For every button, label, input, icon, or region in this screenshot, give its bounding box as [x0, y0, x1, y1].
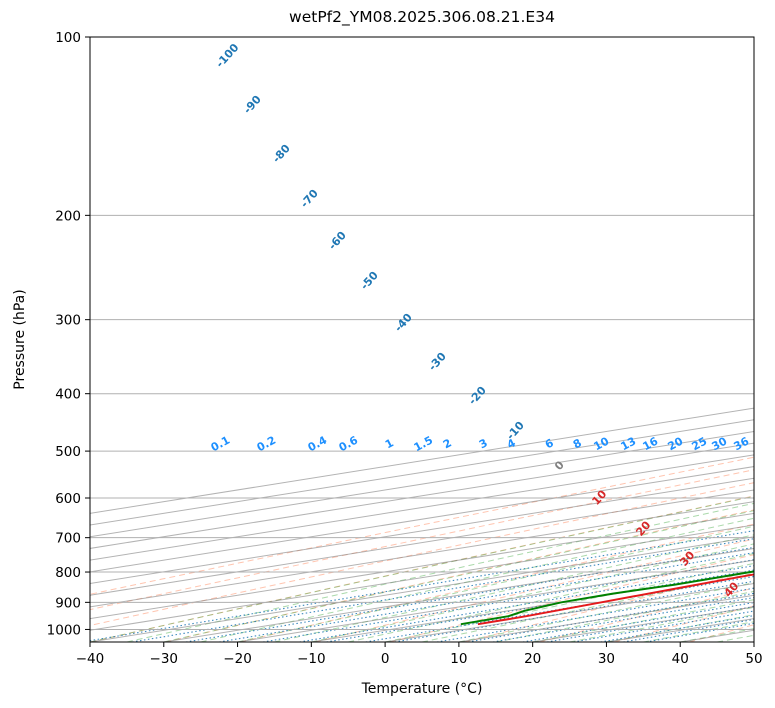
y-tick-label: 800 — [55, 565, 81, 581]
y-tick-label: 700 — [55, 531, 81, 547]
mixing-ratio-line — [90, 530, 754, 642]
mixing-ratio-label: 36 — [732, 434, 752, 453]
plot-frame — [89, 36, 755, 643]
plot-background — [90, 37, 754, 642]
isotherm-line — [90, 466, 754, 573]
moist-adiabat-line — [753, 641, 754, 642]
isotherm-line — [90, 442, 754, 549]
y-axis-label: Pressure (hPa) — [12, 289, 28, 389]
y-tick-label: 900 — [55, 595, 81, 611]
mixing-ratio-line — [219, 552, 754, 642]
mixing-ratio-line — [522, 601, 754, 642]
mixing-ratio-label: 25 — [690, 435, 710, 454]
isotherm-line — [753, 641, 754, 642]
chart-title: wetPf2_YM08.2025.306.08.21.E34 — [289, 8, 555, 26]
mixing-ratio-label: 20 — [666, 434, 686, 453]
x-tick-label: 50 — [745, 651, 762, 667]
isotherm-line — [90, 512, 754, 620]
isotherm-line — [90, 536, 754, 642]
x-tick-label: −20 — [223, 651, 252, 667]
mixing-ratio-label: 30 — [710, 434, 730, 453]
isotherm-line — [90, 489, 754, 596]
y-tick-label: 500 — [55, 444, 81, 460]
x-tick-label: −10 — [297, 651, 326, 667]
isotherm-line — [90, 454, 754, 561]
x-tick-label: 20 — [524, 651, 541, 667]
x-tick-label: −30 — [150, 651, 179, 667]
mixing-ratio-line — [492, 596, 754, 642]
mixing-ratio-label: 16 — [641, 434, 661, 453]
dry-adiabat-line — [764, 37, 775, 642]
y-tick-label: 200 — [55, 208, 81, 224]
x-axis-label: Temperature (°C) — [361, 681, 483, 697]
mixing-ratio-line — [132, 538, 754, 642]
x-tick-label: 30 — [598, 651, 615, 667]
isotherm-line — [90, 501, 754, 608]
dry-adiabat-line — [90, 469, 754, 611]
mixing-ratio-line — [573, 610, 754, 642]
y-tick-label: 1000 — [47, 622, 81, 638]
y-tick-label: 300 — [55, 313, 81, 329]
isotherm-line — [90, 477, 754, 585]
dewpoint-profile — [460, 570, 754, 626]
mixing-ratio-line — [185, 546, 754, 642]
plot-area — [90, 37, 775, 642]
dry-adiabat-line — [240, 523, 754, 642]
x-tick-label: 10 — [450, 651, 467, 667]
x-tick-label: −40 — [76, 651, 105, 667]
y-tick-label: 400 — [55, 387, 81, 403]
dry-adiabat-line — [90, 456, 754, 595]
y-tick-label: 600 — [55, 491, 81, 507]
mixing-ratio-label: 13 — [619, 435, 639, 454]
mixing-ratio-line — [600, 615, 754, 642]
isotherm-line — [90, 524, 754, 631]
mixing-ratio-label: 10 — [592, 434, 612, 453]
y-tick-label: 100 — [55, 30, 81, 46]
dry-adiabat-line — [165, 509, 754, 642]
x-tick-label: 0 — [381, 651, 390, 667]
x-tick-label: 40 — [672, 651, 689, 667]
